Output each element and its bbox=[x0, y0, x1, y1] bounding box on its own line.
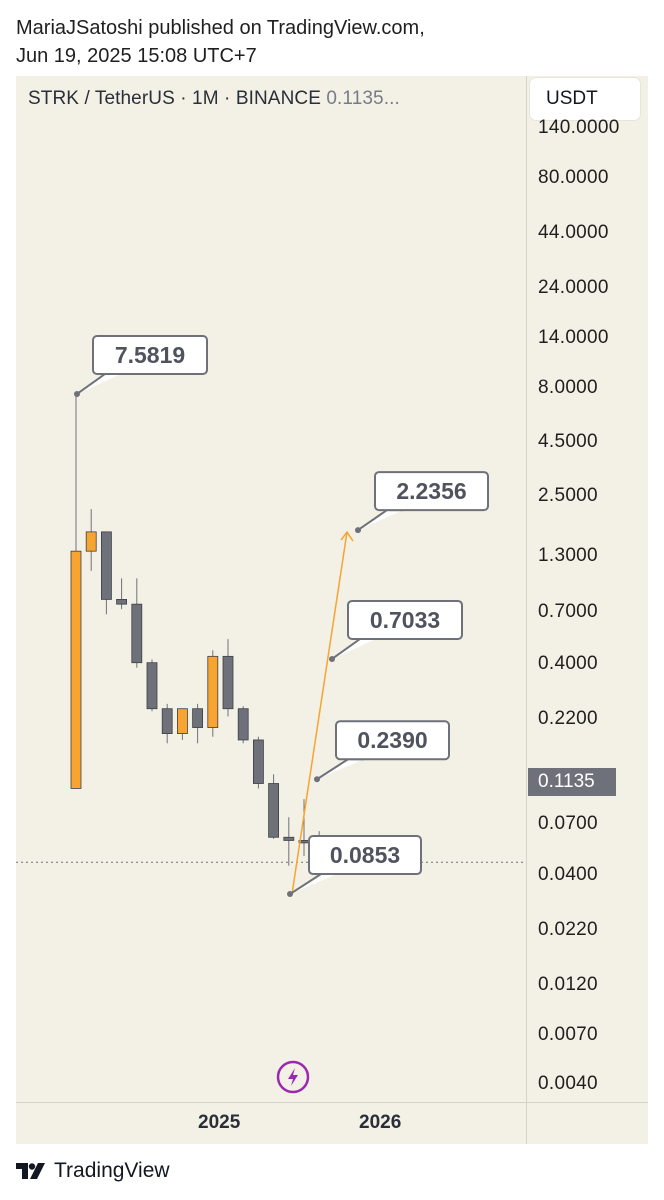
callout-label: 0.2390 bbox=[357, 727, 427, 753]
callout-anchor-dot bbox=[74, 390, 80, 397]
tradingview-footer[interactable]: TradingView bbox=[16, 1156, 170, 1186]
y-tick-label: 0.0400 bbox=[538, 864, 598, 885]
tradingview-logo-icon bbox=[16, 1163, 45, 1179]
callout-badge bbox=[92, 334, 208, 375]
price-callout: 2.2356 bbox=[355, 471, 489, 534]
symbol-line: STRK / TetherUS · 1M · BINANCE bbox=[28, 88, 321, 109]
candle bbox=[222, 639, 234, 717]
price-callout: 0.7033 bbox=[329, 599, 463, 662]
candle bbox=[70, 393, 82, 789]
candle-body bbox=[70, 550, 82, 789]
candle-body bbox=[252, 739, 264, 784]
candle-body bbox=[207, 655, 219, 728]
candle-body bbox=[237, 708, 249, 741]
callout-leader bbox=[316, 758, 364, 781]
candle-body bbox=[116, 599, 127, 605]
callout-anchor-dot bbox=[287, 891, 293, 898]
y-tick-label: 0.0070 bbox=[538, 1024, 598, 1045]
y-tick-label: 0.0040 bbox=[538, 1073, 598, 1094]
x-tick-label-2026: 2026 bbox=[359, 1112, 402, 1133]
publication-header: MariaJSatoshi published on TradingView.c… bbox=[16, 14, 646, 70]
time-axis-divider bbox=[16, 1102, 648, 1103]
y-tick-label: 0.7000 bbox=[538, 601, 598, 622]
callout-leader bbox=[76, 372, 121, 395]
callout-label: 7.5819 bbox=[115, 342, 185, 368]
price-axis-divider bbox=[526, 76, 527, 1144]
candle bbox=[283, 817, 295, 866]
y-tick-label: 44.0000 bbox=[538, 222, 609, 243]
y-tick-label: 140.0000 bbox=[538, 117, 620, 138]
candle bbox=[85, 509, 97, 571]
candle-body bbox=[101, 531, 112, 600]
event-icon[interactable] bbox=[276, 1060, 310, 1094]
projection-group bbox=[291, 530, 354, 895]
candle bbox=[131, 578, 143, 668]
candle bbox=[176, 708, 188, 740]
candle-body bbox=[283, 836, 295, 841]
publish-date: Jun 19, 2025 15:08 UTC+7 bbox=[16, 45, 257, 67]
callout-anchor-dot bbox=[314, 776, 320, 783]
price-callout: 0.2390 bbox=[314, 720, 450, 783]
candle bbox=[252, 736, 264, 789]
price-callout: 0.0853 bbox=[287, 835, 422, 898]
candle bbox=[116, 578, 127, 610]
y-tick-label: 0.0120 bbox=[538, 974, 598, 995]
projection-arrow-line bbox=[291, 531, 348, 895]
callout-label: 2.2356 bbox=[396, 478, 466, 504]
y-tick-label: 0.0700 bbox=[538, 813, 598, 834]
candle-body bbox=[146, 662, 158, 710]
candle-body bbox=[85, 531, 97, 552]
callout-leader bbox=[289, 873, 337, 895]
symbol-price-snippet: 0.1135... bbox=[326, 88, 400, 109]
candle bbox=[192, 703, 204, 744]
callout-leader bbox=[357, 509, 403, 531]
callout-badge bbox=[335, 720, 450, 761]
candle bbox=[268, 774, 280, 839]
callout-label: 0.0853 bbox=[330, 842, 400, 868]
x-tick-label-2025: 2025 bbox=[198, 1112, 241, 1133]
y-tick-label: 1.3000 bbox=[538, 545, 598, 566]
candle bbox=[298, 799, 310, 857]
price-callout: 7.5819 bbox=[74, 334, 208, 397]
y-tick-label: 2.5000 bbox=[538, 485, 598, 506]
callout-badge bbox=[374, 471, 489, 512]
candle-body bbox=[176, 708, 188, 734]
y-tick-label: 0.4000 bbox=[538, 653, 598, 674]
candle bbox=[161, 703, 173, 744]
currency-button[interactable]: USDT bbox=[530, 78, 640, 120]
candle bbox=[207, 650, 219, 737]
candle-body bbox=[131, 603, 143, 664]
y-tick-label: 8.0000 bbox=[538, 377, 598, 398]
candles-group bbox=[70, 393, 325, 877]
tradingview-brand: TradingView bbox=[54, 1159, 170, 1182]
candle bbox=[146, 659, 158, 712]
plot-area[interactable]: 7.5819 2.2356 0.7033 0.2390 0.0853 bbox=[16, 76, 526, 1102]
y-tick-label: 4.5000 bbox=[538, 431, 598, 452]
annotations-group: 7.5819 2.2356 0.7033 0.2390 0.0853 bbox=[74, 334, 489, 898]
projection-arrowhead bbox=[340, 530, 354, 542]
y-tick-label: 14.0000 bbox=[538, 327, 609, 348]
symbol-title[interactable]: STRK / TetherUS · 1M · BINANCE 0.1135... bbox=[28, 88, 400, 110]
publisher-line: MariaJSatoshi published on TradingView.c… bbox=[16, 17, 425, 39]
callout-anchor-dot bbox=[329, 655, 335, 662]
callout-badge bbox=[347, 599, 463, 640]
callout-label: 0.7033 bbox=[370, 607, 440, 633]
candle bbox=[237, 706, 249, 744]
candle-body bbox=[161, 708, 173, 734]
candle-body bbox=[222, 655, 234, 710]
callout-anchor-dot bbox=[355, 527, 361, 534]
y-tick-label: 0.0220 bbox=[538, 919, 598, 940]
y-tick-label: 0.2200 bbox=[538, 708, 598, 729]
y-tick-label: 80.0000 bbox=[538, 167, 609, 188]
candle bbox=[101, 531, 112, 615]
candle-body bbox=[268, 783, 280, 838]
candle-body bbox=[192, 708, 204, 728]
last-price-tag: 0.1135 bbox=[528, 768, 616, 796]
callout-leader bbox=[331, 637, 376, 660]
candlestick-chart[interactable]: 7.5819 2.2356 0.7033 0.2390 0.0853 bbox=[16, 76, 526, 1102]
y-tick-label: 24.0000 bbox=[538, 277, 609, 298]
callout-badge bbox=[308, 835, 422, 876]
chart-panel[interactable]: 7.5819 2.2356 0.7033 0.2390 0.0853 STRK / Te… bbox=[16, 76, 648, 1144]
